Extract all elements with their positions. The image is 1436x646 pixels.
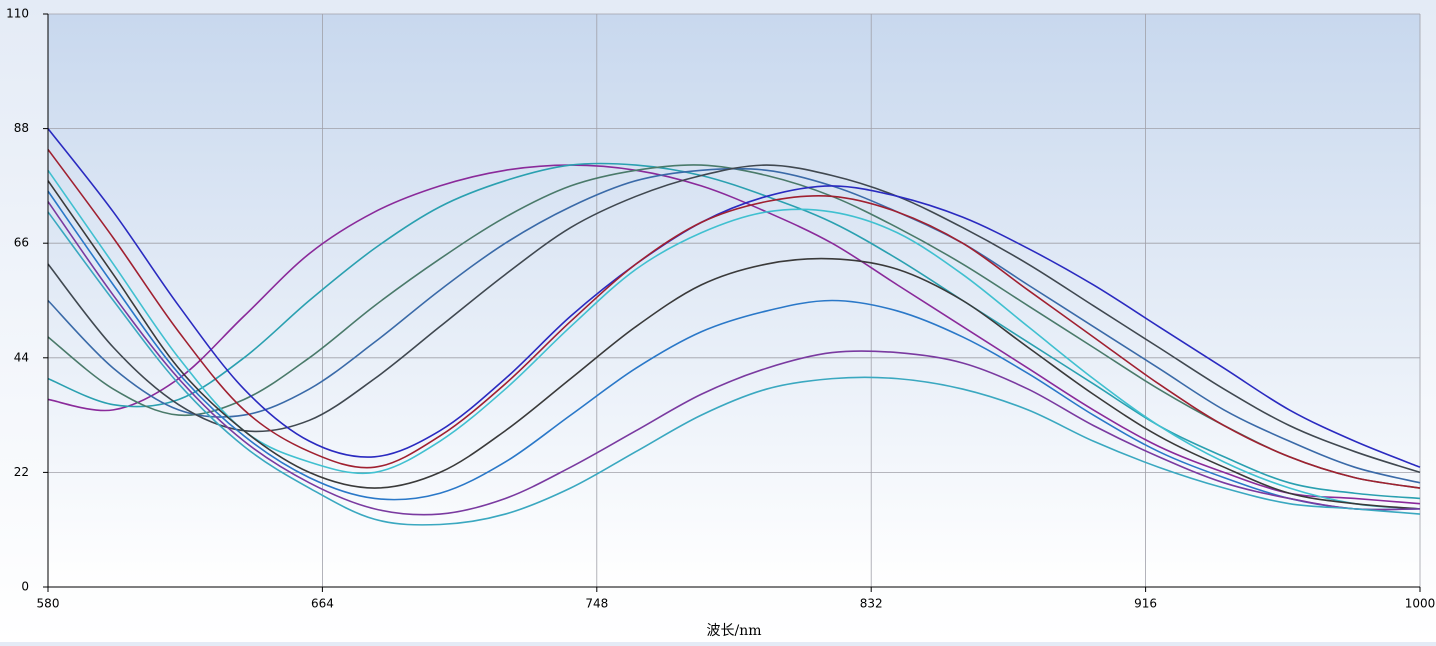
- axes: 0 22 44 66 88 110 580 664 748 832 916 1000: [6, 7, 1435, 611]
- y-tick-label: 110: [6, 7, 29, 21]
- x-tick-label: 832: [860, 597, 883, 611]
- series-line: [47, 167, 1421, 484]
- y-tick-label: 44: [14, 350, 29, 364]
- x-tick-label: 1000: [1405, 597, 1436, 611]
- series-line: [47, 201, 1421, 516]
- series-line: [47, 162, 1421, 500]
- series-line: [47, 164, 1421, 474]
- x-tick-label: 580: [37, 597, 60, 611]
- y-tick-label: 22: [14, 465, 29, 479]
- series-line: [47, 148, 1421, 489]
- series-line: [47, 211, 1421, 526]
- x-tick-label: 664: [311, 597, 334, 611]
- x-tick-label: 916: [1134, 597, 1157, 611]
- grid: [47, 13, 1421, 588]
- plot-area: [48, 14, 1420, 587]
- x-axis-title: 波长/nm: [706, 623, 761, 639]
- y-tick-label: 88: [14, 121, 29, 135]
- series-line: [47, 180, 1421, 510]
- series-line: [47, 190, 1421, 511]
- x-tick-label: 748: [585, 597, 608, 611]
- y-tick-label: 66: [14, 236, 29, 250]
- series-line: [47, 164, 1421, 489]
- series-line: [47, 164, 1421, 505]
- lines: [47, 128, 1421, 526]
- y-tick-label: 0: [21, 580, 29, 594]
